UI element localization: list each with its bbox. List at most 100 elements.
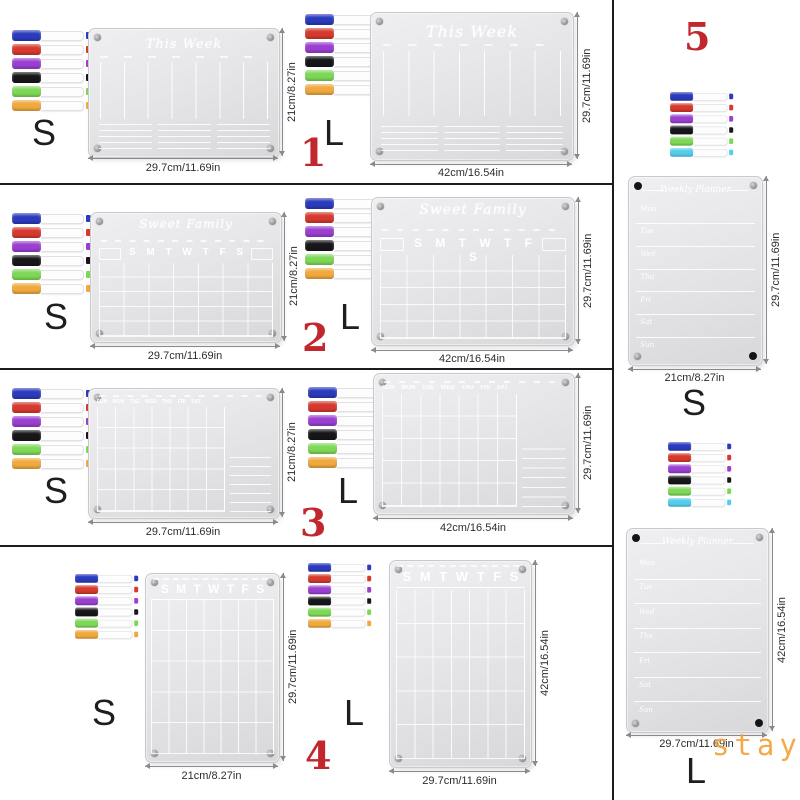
marker-tip — [367, 620, 372, 627]
height-dimension-line — [532, 560, 538, 766]
width-dimension-line — [389, 768, 530, 774]
width-dimension-label: 42cm/16.54in — [439, 522, 507, 534]
board-month-grid-large: SUN MON TUE WED THU FRI SAT — [373, 373, 575, 515]
width-dimension-label: 21cm/8.27in — [664, 372, 725, 384]
marker-pen — [670, 92, 734, 101]
width-dimension-line — [90, 343, 280, 349]
marker-cap — [305, 226, 334, 237]
width-dimension-line — [145, 763, 278, 769]
height-dimension-label: 29.7cm/11.69in — [770, 232, 782, 308]
marker-pen — [12, 241, 91, 252]
marker-pen — [668, 498, 732, 507]
marker-body — [41, 100, 84, 111]
height-dimension-line — [281, 212, 287, 341]
marker-pen — [668, 453, 732, 462]
marker-cap — [670, 103, 694, 112]
marker-cap — [668, 498, 692, 507]
marker-pen — [12, 44, 91, 55]
marker-body — [331, 608, 366, 617]
marker-body — [691, 464, 726, 473]
screw-icon — [376, 148, 383, 155]
marker-cap — [12, 388, 41, 399]
marker-body — [693, 148, 728, 157]
marker-cap — [308, 415, 337, 426]
marker-cap — [75, 574, 99, 583]
width-dimension-line — [626, 732, 767, 738]
marker-body — [41, 241, 84, 252]
magnet-dot-icon — [632, 534, 640, 542]
row1-divider — [0, 183, 613, 185]
marker-tip — [367, 587, 372, 593]
marker-cap — [308, 563, 332, 572]
marker-body — [331, 619, 366, 628]
width-dimension-line — [371, 347, 573, 353]
marker-cap — [305, 212, 334, 223]
marker-tip — [367, 564, 372, 571]
weekday-letters: S M T W T F S — [395, 569, 526, 589]
day-label-row — [100, 55, 268, 58]
height-dimension-line — [574, 12, 580, 159]
marker-cap — [12, 213, 41, 224]
marker-cap — [305, 28, 334, 39]
screw-icon — [634, 353, 641, 360]
marker-cap — [12, 430, 41, 441]
marker-cap — [308, 574, 332, 583]
marker-cap — [12, 269, 41, 280]
screw-icon — [94, 34, 101, 41]
marker-tip — [729, 149, 734, 156]
screw-icon — [267, 579, 274, 586]
planner-row: Mon — [635, 201, 756, 225]
marker-cap — [308, 443, 337, 454]
height-dimension-label: 21cm/8.27in — [288, 246, 300, 307]
marker-body — [98, 630, 133, 639]
marker-tip — [727, 488, 732, 494]
notes-box — [541, 237, 566, 252]
marker-pen — [12, 388, 91, 399]
marker-body — [98, 608, 133, 616]
magnet-dot-icon — [634, 182, 642, 190]
width-dimension-label: 29.7cm/11.69in — [145, 162, 221, 174]
width-dimension-line — [373, 515, 573, 521]
screw-icon — [96, 218, 103, 225]
marker-tip — [729, 104, 734, 111]
marker-body — [691, 487, 726, 496]
marker-body — [41, 269, 84, 280]
marker-pen — [75, 630, 139, 639]
size-label-l: L — [686, 750, 707, 791]
screw-icon — [151, 579, 158, 586]
marker-set — [670, 92, 734, 157]
screw-icon — [756, 534, 763, 541]
marker-cap — [12, 72, 41, 83]
board-title: Sweet Family — [139, 216, 233, 231]
marker-body — [331, 585, 366, 594]
marker-cap — [75, 596, 99, 606]
marker-cap — [308, 596, 332, 606]
marker-cap — [305, 240, 334, 251]
magnet-dot-icon — [749, 352, 757, 360]
week-columns — [383, 51, 561, 116]
planner-row: Sat — [634, 678, 761, 703]
marker-tip — [134, 620, 139, 626]
marker-body — [693, 126, 728, 134]
marker-pen — [12, 269, 91, 280]
marker-cap — [308, 457, 337, 468]
height-dimension-label: 29.7cm/11.69in — [287, 629, 299, 705]
option-number-2: 2 — [302, 315, 329, 360]
height-dimension-line — [279, 28, 285, 156]
months-row — [384, 381, 564, 383]
width-dimension-line — [88, 155, 278, 161]
marker-pen — [670, 103, 734, 112]
marker-cap — [305, 42, 334, 53]
size-label-l: L — [340, 296, 361, 337]
marker-cap — [75, 630, 99, 639]
marker-body — [693, 114, 728, 123]
marker-pen — [670, 148, 734, 157]
marker-body — [693, 92, 728, 101]
months-row — [382, 228, 564, 231]
marker-tip — [134, 575, 139, 582]
screw-icon — [750, 182, 757, 189]
marker-pen — [308, 607, 372, 617]
marker-body — [41, 402, 84, 413]
marker-cap — [75, 607, 99, 617]
width-dimension-line — [628, 366, 761, 372]
